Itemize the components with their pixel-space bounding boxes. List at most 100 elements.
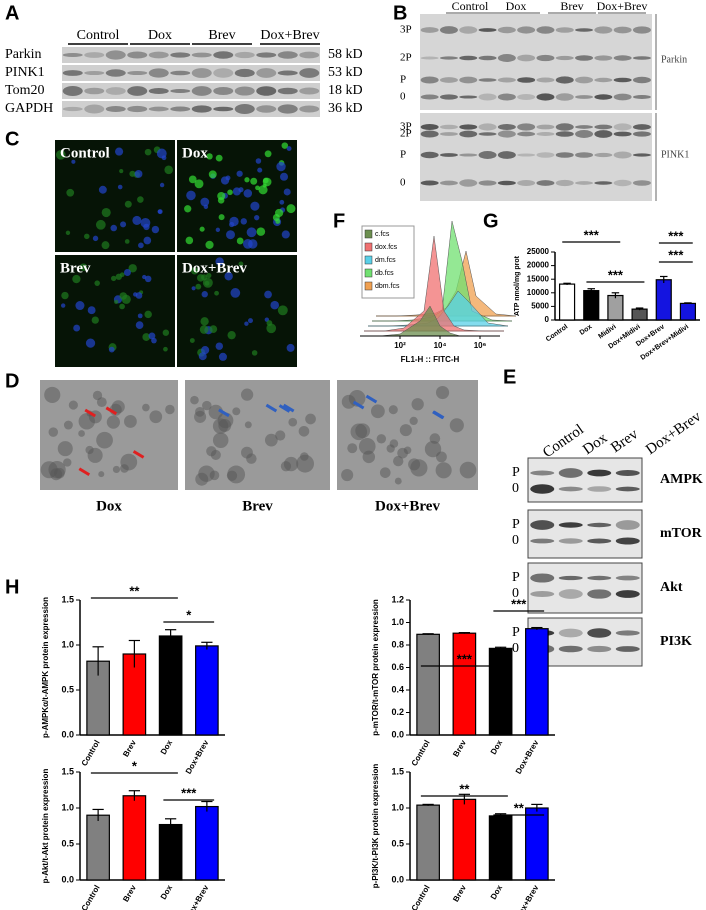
cell bbox=[262, 183, 267, 188]
organelle bbox=[435, 385, 450, 400]
y-tick-label: 1.5 bbox=[61, 766, 74, 776]
density-curve bbox=[372, 220, 513, 322]
y-tick-label: 25000 bbox=[527, 247, 550, 256]
cell bbox=[163, 346, 168, 352]
organelle bbox=[44, 386, 61, 403]
panel-label: A bbox=[5, 2, 19, 24]
blot-band bbox=[517, 77, 536, 83]
cell bbox=[215, 257, 224, 266]
organelle bbox=[459, 461, 477, 479]
x-tick-label: Brev bbox=[121, 883, 138, 903]
cell bbox=[60, 303, 66, 308]
x-tick-label: Dox bbox=[489, 883, 505, 901]
organelle bbox=[370, 404, 385, 419]
blot-band bbox=[478, 123, 497, 131]
cell bbox=[250, 177, 258, 185]
blot-strip bbox=[527, 562, 643, 614]
cell bbox=[185, 236, 194, 245]
organelle bbox=[190, 395, 199, 405]
blot-band bbox=[497, 180, 516, 186]
cell bbox=[229, 221, 235, 228]
blot-band bbox=[615, 575, 640, 581]
blot-band bbox=[575, 181, 594, 185]
cell bbox=[200, 317, 209, 326]
y-axis-label: p-PI3K/t-PI3K protein expression bbox=[371, 764, 380, 889]
cell bbox=[144, 148, 152, 156]
cell bbox=[226, 230, 235, 240]
blot-band bbox=[594, 130, 613, 138]
organelle bbox=[388, 405, 398, 415]
cell bbox=[164, 165, 173, 175]
image-caption: Dox bbox=[96, 498, 122, 514]
organelle bbox=[296, 454, 314, 473]
blot-band bbox=[530, 573, 555, 583]
cell bbox=[276, 161, 286, 172]
blot-band bbox=[632, 124, 651, 130]
blot-band bbox=[256, 52, 277, 58]
organelle bbox=[57, 441, 73, 457]
arrow bbox=[432, 410, 445, 420]
x-tick-label: Dox bbox=[159, 883, 175, 901]
cell bbox=[244, 177, 250, 183]
cell bbox=[264, 290, 272, 299]
bar bbox=[679, 302, 697, 321]
blot-band bbox=[127, 86, 148, 96]
y-tick-label: 0.0 bbox=[61, 874, 74, 884]
cell bbox=[202, 277, 213, 288]
blot-band bbox=[439, 153, 458, 157]
x-tick-label: Control bbox=[80, 739, 102, 768]
band-label: 2P bbox=[400, 128, 412, 140]
cell bbox=[132, 215, 142, 225]
panel-label: H bbox=[5, 576, 19, 598]
blot-band bbox=[459, 124, 478, 130]
organelle bbox=[210, 449, 221, 460]
organelle bbox=[410, 459, 428, 477]
blot-band bbox=[536, 180, 555, 186]
group-label: Dox bbox=[148, 28, 172, 43]
cell bbox=[124, 239, 130, 244]
state-label: 0 bbox=[512, 641, 519, 656]
bar bbox=[558, 283, 576, 321]
blot-band bbox=[555, 76, 574, 84]
bar bbox=[416, 633, 440, 736]
blot-band bbox=[148, 87, 169, 95]
cell bbox=[142, 333, 151, 341]
arrow bbox=[265, 403, 278, 413]
y-tick-label: 20000 bbox=[527, 261, 550, 270]
cell bbox=[196, 274, 205, 282]
blot-band bbox=[478, 55, 497, 61]
blot-band bbox=[587, 469, 612, 477]
legend-label: dox.fcs bbox=[375, 244, 398, 251]
bar bbox=[525, 628, 549, 736]
y-tick-label: 0 bbox=[545, 315, 550, 324]
cell bbox=[85, 338, 96, 348]
cell bbox=[215, 227, 221, 232]
blot-band bbox=[127, 105, 148, 113]
blot-band bbox=[420, 123, 439, 131]
blot-band bbox=[105, 50, 126, 60]
blot-band bbox=[170, 70, 191, 76]
x-tick-label: Control bbox=[545, 323, 569, 343]
blot-band bbox=[420, 56, 439, 60]
blot-band bbox=[459, 26, 478, 34]
density-curve bbox=[364, 235, 504, 332]
organelle bbox=[202, 400, 212, 411]
cell bbox=[227, 331, 236, 340]
blot-band bbox=[555, 27, 574, 33]
blot-band bbox=[478, 180, 497, 186]
cell bbox=[286, 146, 292, 151]
x-tick-label: Dox bbox=[579, 323, 594, 336]
y-tick-label: 0.8 bbox=[391, 639, 404, 649]
cell bbox=[198, 352, 207, 361]
cell bbox=[115, 273, 122, 280]
blot-band bbox=[84, 87, 105, 95]
row-label: PI3K bbox=[660, 634, 692, 649]
significance-label: *** bbox=[511, 596, 527, 611]
blot-band bbox=[558, 522, 583, 528]
cell bbox=[247, 318, 253, 324]
cell bbox=[236, 170, 243, 177]
significance-label: ** bbox=[459, 781, 470, 796]
blot-band bbox=[555, 152, 574, 158]
band-label: P bbox=[400, 149, 406, 161]
